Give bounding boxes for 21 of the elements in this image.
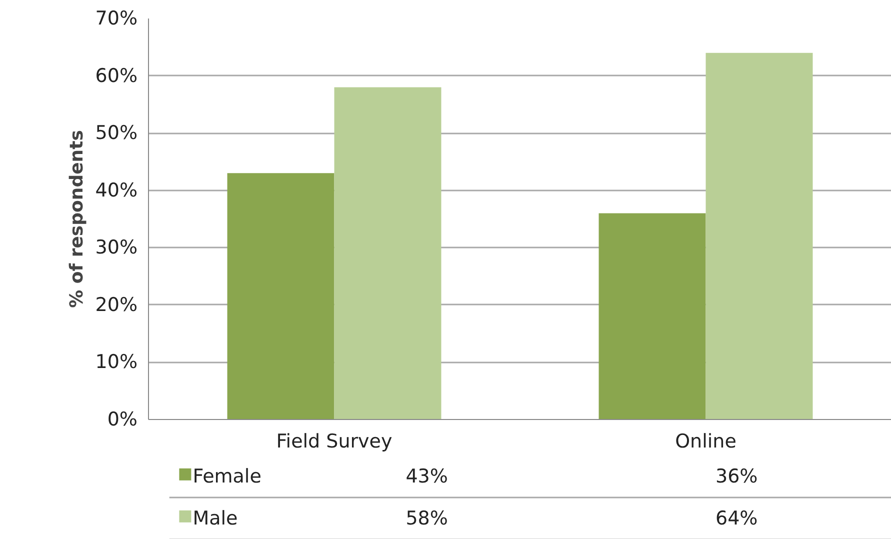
data-label: 43% bbox=[406, 466, 448, 488]
data-label: 64% bbox=[715, 508, 758, 530]
y-tick-label: 20% bbox=[95, 294, 138, 316]
y-tick-label: 60% bbox=[95, 64, 138, 87]
y-axis-title: % of respondents bbox=[66, 130, 88, 308]
bar bbox=[334, 87, 442, 420]
y-tick-label: 0% bbox=[107, 408, 138, 430]
y-tick-label: 30% bbox=[95, 236, 138, 259]
legend-label: Female bbox=[192, 466, 262, 488]
data-label: 58% bbox=[406, 508, 448, 530]
x-tick-label: Online bbox=[675, 430, 736, 452]
data-label: 36% bbox=[715, 466, 758, 488]
bar bbox=[706, 52, 813, 420]
y-tick-label: 40% bbox=[95, 179, 138, 202]
legend-label: Male bbox=[192, 508, 238, 530]
bar bbox=[227, 173, 334, 420]
y-tick-label: 70% bbox=[95, 8, 138, 30]
bar bbox=[598, 213, 706, 420]
y-tick-label: 50% bbox=[95, 122, 138, 144]
y-tick-label: 10% bbox=[95, 351, 138, 374]
x-tick-label: Field Survey bbox=[276, 430, 392, 452]
